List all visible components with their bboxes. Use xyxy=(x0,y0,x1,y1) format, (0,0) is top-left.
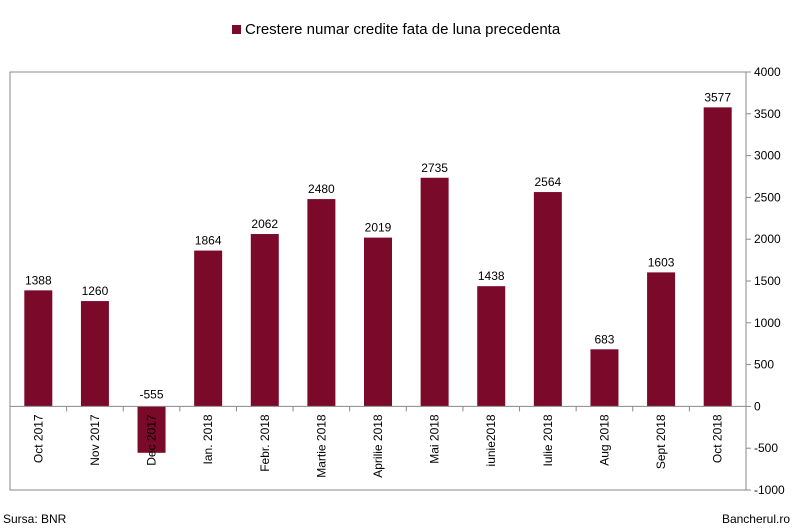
x-tick-label: Nov 2017 xyxy=(88,414,102,466)
data-label: 1603 xyxy=(648,255,675,269)
y-tick-label: 4000 xyxy=(754,65,781,79)
bar xyxy=(364,237,392,407)
bar xyxy=(194,250,223,407)
x-tick-label: Oct 2017 xyxy=(31,414,45,463)
y-tick-label: 2500 xyxy=(754,190,781,204)
y-tick-label: 0 xyxy=(754,399,761,413)
data-label: 2019 xyxy=(365,221,392,235)
x-tick-label: iunie2018 xyxy=(484,414,498,466)
x-tick-label: Mai 2018 xyxy=(428,414,442,464)
y-tick-label: -1000 xyxy=(754,483,785,497)
data-label: 2735 xyxy=(421,161,448,175)
bar xyxy=(250,234,279,407)
y-tick-label: 3500 xyxy=(754,107,781,121)
y-tick-label: 1500 xyxy=(754,274,781,288)
bar xyxy=(477,286,506,407)
x-tick-label: Sept 2018 xyxy=(654,414,668,469)
y-tick-label: 3000 xyxy=(754,149,781,163)
y-tick-label: -500 xyxy=(754,441,778,455)
x-tick-label: Oct 2018 xyxy=(711,414,725,463)
legend-label: Crestere numar credite fata de luna prec… xyxy=(245,20,561,38)
bar xyxy=(307,199,336,407)
data-label: 1438 xyxy=(478,269,505,283)
data-label: 2564 xyxy=(534,175,561,189)
data-label: 2062 xyxy=(251,217,278,231)
x-tick-label: Febr. 2018 xyxy=(258,414,272,472)
site-credit: Bancherul.ro xyxy=(721,512,790,526)
data-label: 1388 xyxy=(25,273,52,287)
y-tick-label: 500 xyxy=(754,358,774,372)
legend: Crestere numar credite fata de luna prec… xyxy=(232,19,560,39)
bar xyxy=(420,177,449,407)
x-tick-label: Aug 2018 xyxy=(597,414,611,466)
source-note: Sursa: BNR xyxy=(3,512,67,526)
bar xyxy=(24,290,53,407)
bar xyxy=(137,406,166,453)
bar xyxy=(590,349,619,407)
bar xyxy=(533,192,562,407)
data-label: 1260 xyxy=(82,284,109,298)
x-tick-label: Iulie 2018 xyxy=(541,414,555,466)
bar xyxy=(647,272,676,407)
x-tick-label: Dec 2017 xyxy=(145,414,159,466)
x-tick-label: Martie 2018 xyxy=(314,414,328,478)
data-label: 1864 xyxy=(195,234,222,248)
data-label: 3577 xyxy=(704,90,731,104)
bar xyxy=(703,107,732,407)
legend-swatch xyxy=(232,24,241,34)
x-tick-label: Aprilie 2018 xyxy=(371,414,385,478)
y-tick-label: 1000 xyxy=(754,316,781,330)
data-label: -555 xyxy=(140,387,164,401)
data-label: 683 xyxy=(594,332,614,346)
bar xyxy=(80,301,109,407)
data-label: 2480 xyxy=(308,182,335,196)
x-tick-label: Ian. 2018 xyxy=(201,414,215,464)
y-tick-label: 2000 xyxy=(754,232,781,246)
